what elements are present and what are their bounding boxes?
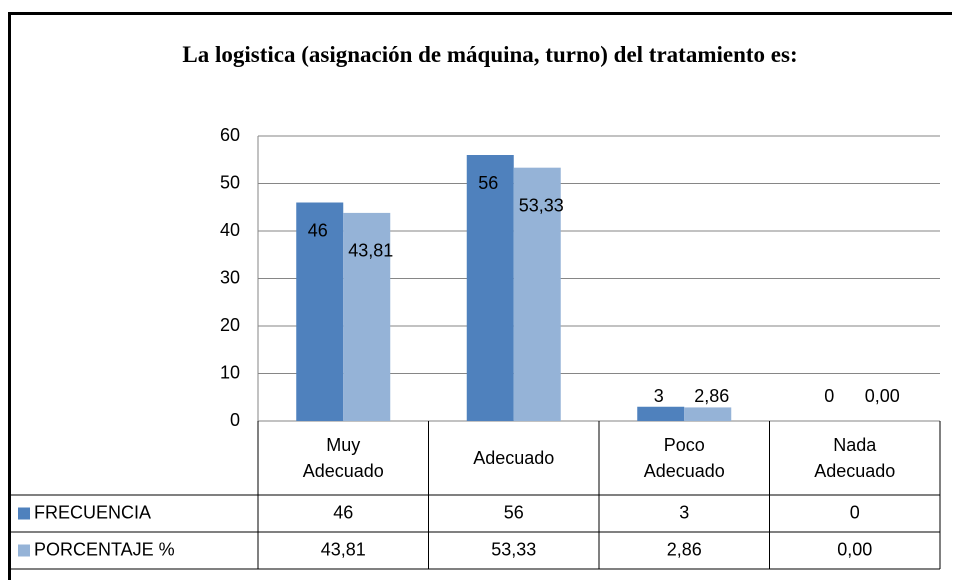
x-tick-label: Nada Adecuado (814, 435, 896, 481)
table-cell: 3 (679, 502, 689, 522)
data-label: 46 (308, 220, 328, 240)
table-cell: 0 (850, 502, 860, 522)
table-cell: 53,33 (491, 539, 536, 559)
bar (296, 202, 344, 421)
y-tick-label: 10 (220, 362, 240, 382)
legend-swatch (18, 507, 30, 520)
table-cell: 56 (504, 502, 524, 522)
x-tick-label: Adecuado (473, 448, 555, 468)
legend-label: FRECUENCIA (34, 502, 151, 522)
y-tick-label: 60 (220, 125, 240, 145)
data-label: 2,86 (694, 386, 729, 406)
chart-title: La logistica (asignación de máquina, tur… (182, 42, 798, 67)
bar (684, 407, 732, 421)
x-tick-label: Poco Adecuado (643, 435, 725, 481)
y-tick-label: 40 (220, 220, 240, 240)
y-tick-label: 50 (220, 172, 240, 192)
chart-frame (8, 12, 952, 580)
data-label: 0,00 (865, 386, 900, 406)
legend-swatch (18, 544, 30, 557)
table-cell: 0,00 (837, 539, 872, 559)
y-tick-label: 20 (220, 315, 240, 335)
data-label: 0 (824, 386, 834, 406)
table-cell: 46 (333, 502, 353, 522)
bar (637, 406, 685, 421)
y-tick-label: 0 (230, 410, 240, 430)
legend-label: PORCENTAJE % (34, 539, 175, 559)
x-tick-label: Muy Adecuado (302, 435, 384, 481)
data-label: 3 (654, 386, 664, 406)
data-label: 56 (478, 173, 498, 193)
bar (466, 155, 514, 421)
table-cell: 2,86 (667, 539, 702, 559)
bar (343, 212, 391, 421)
data-label: 53,33 (519, 195, 564, 215)
data-label: 43,81 (348, 241, 393, 261)
table-cell: 43,81 (321, 539, 366, 559)
bar (513, 167, 561, 421)
y-tick-label: 30 (220, 267, 240, 287)
